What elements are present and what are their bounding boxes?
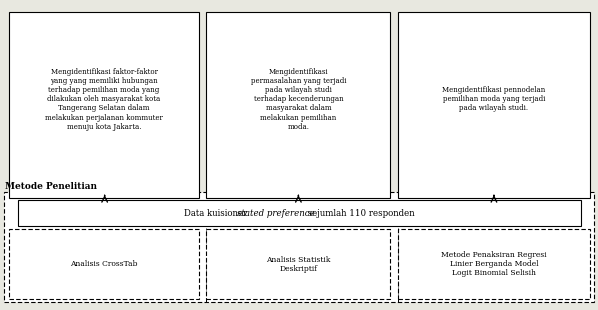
Bar — [4, 192, 594, 302]
Text: Mengidentifikasi
permasalahan yang terjadi
pada wilayah studi
terhadap kecenderu: Mengidentifikasi permasalahan yang terja… — [251, 68, 346, 131]
Bar — [398, 12, 590, 198]
Text: Analisis CrossTab: Analisis CrossTab — [71, 260, 138, 268]
Bar — [9, 229, 199, 299]
Bar — [398, 229, 590, 299]
Text: Metode Penaksiran Regresi
Linier Berganda Model
Logit Binomial Selisih: Metode Penaksiran Regresi Linier Bergand… — [441, 251, 547, 277]
Bar — [206, 12, 390, 198]
Text: Analisis Statistik
Deskriptif: Analisis Statistik Deskriptif — [266, 256, 331, 273]
Text: Mengidentifikasi pennodelan
pemilihan moda yang terjadi
pada wilayah studi.: Mengidentifikasi pennodelan pemilihan mo… — [443, 86, 545, 113]
Bar — [206, 229, 390, 299]
Text: Mengidentifikasi faktor-faktor
yang yang memiliki hubungan
terhadap pemilihan mo: Mengidentifikasi faktor-faktor yang yang… — [45, 68, 163, 131]
Text: stated preference: stated preference — [237, 209, 315, 218]
Bar — [18, 200, 581, 226]
Text: Data kuisioner                      sejumlah 110 responden: Data kuisioner sejumlah 110 responden — [184, 209, 415, 218]
Bar — [9, 12, 199, 198]
Text: Metode Penelitian: Metode Penelitian — [5, 182, 97, 191]
